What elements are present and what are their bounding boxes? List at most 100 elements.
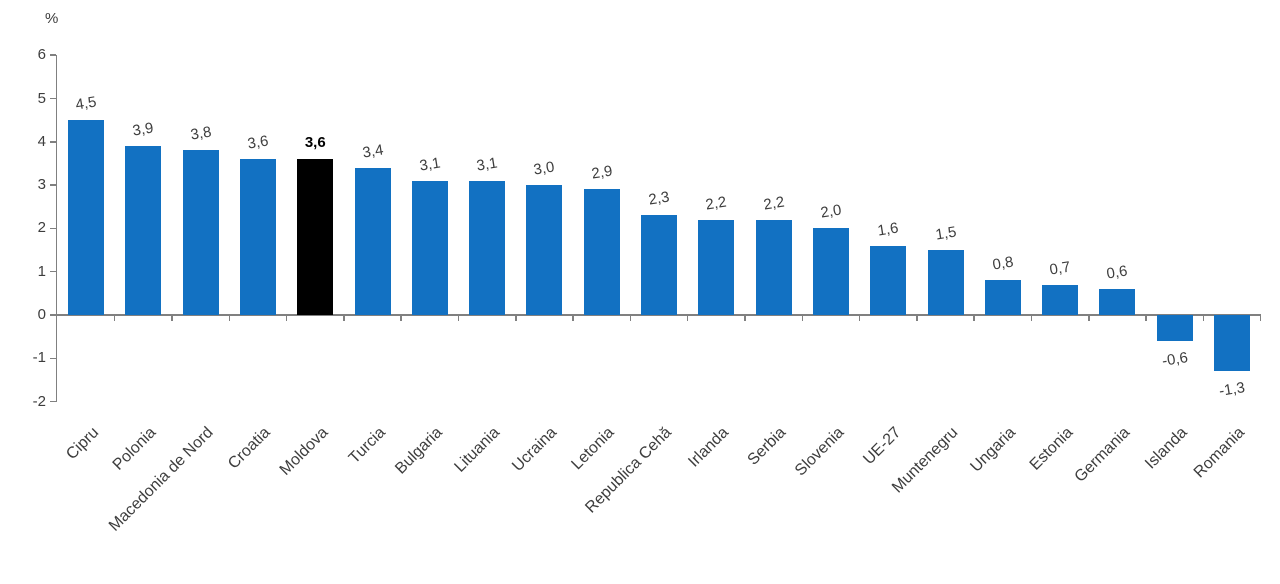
x-axis-tick — [572, 315, 574, 321]
value-label-lituania: 3,1 — [475, 154, 499, 175]
value-label-ue-27: 1,6 — [876, 219, 900, 240]
value-label-serbia: 2,2 — [762, 193, 786, 214]
x-axis-tick — [171, 315, 173, 321]
y-axis-tick-label: 4 — [37, 132, 46, 150]
x-axis-label-croatia: Croatia — [225, 424, 274, 473]
x-axis-tick — [343, 315, 345, 321]
x-axis-tick — [629, 315, 632, 321]
x-axis-label-romania: Romania — [1190, 424, 1249, 482]
x-axis-label-cipru: Cipru — [63, 424, 103, 464]
y-axis-tick-label: -2 — [32, 392, 46, 410]
value-label-romania: -1,3 — [1217, 379, 1247, 401]
x-axis-tick — [916, 315, 918, 321]
bar-serbia — [755, 219, 792, 315]
bar-irlanda — [698, 219, 735, 315]
y-axis-tick — [49, 54, 56, 56]
value-label-letonia: 2,9 — [590, 162, 614, 183]
bar-slovenia — [812, 228, 849, 315]
bar-estonia — [1042, 284, 1079, 315]
bar-ungaria — [984, 280, 1021, 315]
x-axis-tick — [1202, 315, 1205, 321]
value-label-macedonia-de-nord: 3,8 — [189, 123, 213, 144]
value-label-irlanda: 2,2 — [704, 193, 728, 214]
y-axis-tick — [49, 314, 56, 316]
value-label-republica-ceh: 2,3 — [647, 188, 671, 209]
x-axis-label-germania: Germania — [1071, 424, 1134, 486]
y-axis-tick — [49, 357, 56, 360]
x-axis-label-slovenia: Slovenia — [791, 424, 847, 480]
x-axis-tick — [228, 315, 231, 321]
bar-islanda — [1156, 315, 1193, 341]
y-axis-tick — [49, 97, 56, 100]
y-axis-line — [55, 55, 58, 402]
x-axis-tick — [744, 315, 746, 321]
x-axis-label-estonia: Estonia — [1026, 424, 1077, 474]
y-axis-tick-label: 3 — [37, 176, 46, 194]
x-axis-label-turcia: Turcia — [345, 424, 389, 468]
bar-turcia — [354, 167, 391, 315]
value-label-bulgaria: 3,1 — [418, 154, 442, 175]
x-axis-label-letonia: Letonia — [568, 424, 618, 474]
x-axis-tick — [973, 315, 975, 321]
x-axis-tick — [1259, 315, 1262, 321]
value-label-slovenia: 2,0 — [819, 201, 843, 222]
x-axis-label-bulgaria: Bulgaria — [392, 424, 446, 478]
x-axis-tick — [1030, 315, 1033, 321]
bar-croatia — [239, 159, 276, 315]
value-label-muntenegru: 1,5 — [933, 223, 958, 244]
value-label-ucraina: 3,0 — [532, 158, 557, 179]
x-axis-tick — [285, 315, 288, 321]
y-axis-unit-label: % — [45, 10, 59, 27]
bar-polonia — [125, 146, 162, 315]
bar-bulgaria — [411, 180, 448, 315]
value-label-turcia: 3,4 — [360, 141, 385, 162]
value-label-moldova: 3,6 — [304, 134, 326, 152]
y-axis-tick-label: -1 — [32, 349, 46, 367]
y-axis-tick — [49, 141, 56, 143]
y-axis-tick-label: 5 — [37, 89, 46, 107]
bar-republica-ceh — [641, 215, 678, 315]
y-axis-tick — [49, 227, 56, 230]
x-axis-tick — [1088, 315, 1090, 321]
bar-ue-27 — [870, 245, 907, 315]
y-axis-tick — [49, 270, 56, 273]
x-axis-label-serbia: Serbia — [744, 424, 790, 469]
x-axis-tick — [801, 315, 804, 321]
value-label-cipru: 4,5 — [74, 93, 98, 114]
bar-germania — [1099, 289, 1136, 315]
x-axis-line — [57, 314, 1261, 316]
bar-cipru — [68, 120, 105, 315]
value-label-croatia: 3,6 — [246, 132, 270, 153]
x-axis-label-irlanda: Irlanda — [685, 424, 733, 471]
x-axis-label-polonia: Polonia — [109, 424, 160, 474]
bar-lituania — [469, 180, 506, 315]
x-axis-label-ucraina: Ucraina — [509, 424, 561, 476]
y-axis-tick — [49, 184, 56, 186]
y-axis-tick-label: 1 — [37, 262, 46, 280]
y-axis-tick-label: 0 — [37, 306, 46, 323]
x-axis-tick — [858, 315, 861, 321]
x-axis-label-ungaria: Ungaria — [967, 424, 1019, 476]
x-axis-label-moldova: Moldova — [276, 424, 332, 479]
bar-moldova — [297, 159, 334, 315]
value-label-islanda: -0,6 — [1160, 349, 1189, 370]
x-axis-tick — [1145, 315, 1147, 321]
x-axis-tick — [686, 315, 689, 321]
y-axis-tick-label: 2 — [37, 219, 46, 237]
x-axis-tick — [457, 315, 460, 321]
x-axis-tick — [113, 315, 116, 321]
bar-macedonia-de-nord — [182, 150, 219, 315]
x-axis-label-macedonia-de-nord: Macedonia de Nord — [105, 424, 217, 535]
bar-muntenegru — [927, 250, 964, 315]
bar-ucraina — [526, 185, 563, 315]
value-label-germania: 0,6 — [1105, 262, 1130, 283]
x-axis-label-ue-27: UE-27 — [860, 424, 905, 469]
x-axis-tick — [400, 315, 402, 321]
y-axis-tick-label: 6 — [37, 46, 46, 64]
x-axis-label-lituania: Lituania — [451, 424, 504, 476]
value-label-estonia: 0,7 — [1048, 258, 1072, 279]
bar-letonia — [583, 189, 620, 315]
value-label-ungaria: 0,8 — [991, 253, 1015, 274]
bar-romania — [1214, 315, 1251, 372]
